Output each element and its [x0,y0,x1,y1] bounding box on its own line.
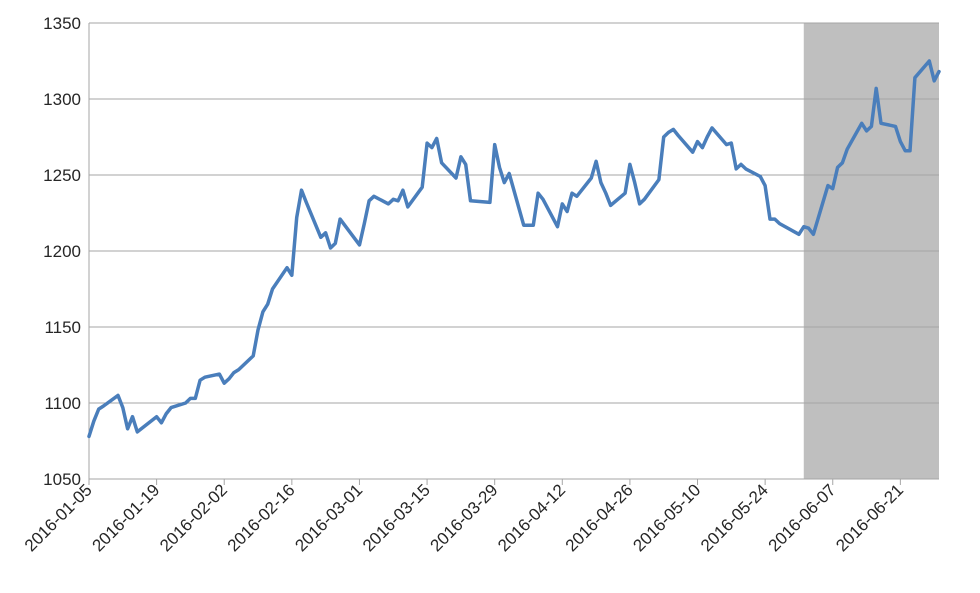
x-tick-label: 2016-05-24 [697,480,772,555]
x-tick-label: 2016-06-21 [832,480,907,555]
series-line [87,59,941,439]
y-tick-label: 1350 [43,14,81,33]
x-tick-label: 2016-01-19 [89,480,164,555]
y-tick-labels: 1050 1100 1150 1200 1250 1300 1350 [43,14,81,489]
x-tick-label: 2016-02-02 [156,480,231,555]
x-tick-label: 2016-04-26 [562,480,637,555]
y-tick-label: 1100 [44,394,81,413]
x-tick-label: 2016-01-05 [21,480,96,555]
series-layer [87,59,941,439]
y-tick-label: 1300 [43,90,81,109]
x-tick-label: 2016-03-01 [291,480,366,555]
x-tick-label: 2016-03-15 [359,480,434,555]
axes [88,23,939,485]
x-tick-labels: 2016-01-052016-01-192016-02-022016-02-16… [21,480,907,555]
x-tick-label: 2016-03-29 [427,480,502,555]
y-tick-label: 1050 [43,470,81,489]
x-tick-label: 2016-06-07 [765,480,840,555]
x-tick-label: 2016-05-10 [629,480,704,555]
x-tick-label: 2016-04-12 [494,480,569,555]
y-tick-label: 1250 [43,166,81,185]
x-tick-label: 2016-02-16 [224,480,299,555]
y-tick-label: 1200 [43,242,81,261]
y-tick-label: 1150 [44,318,81,337]
